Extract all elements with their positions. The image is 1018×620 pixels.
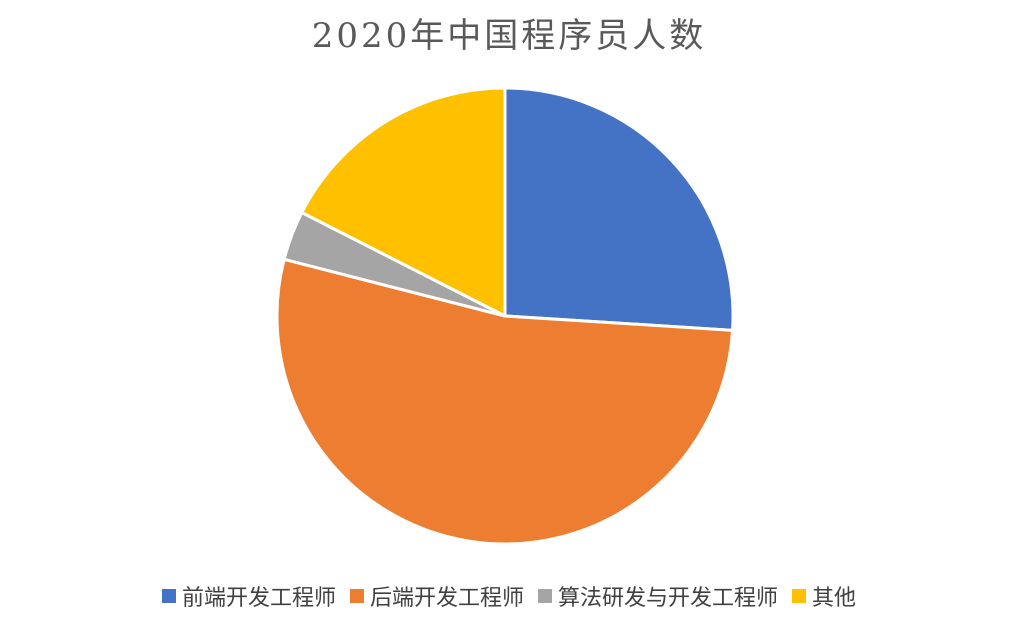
legend: 前端开发工程师 后端开发工程师 算法研发与开发工程师 其他 <box>0 580 1018 612</box>
legend-label: 前端开发工程师 <box>181 586 336 611</box>
legend-item-3: 算法研发与开发工程师 <box>538 580 778 612</box>
chart-title: 2020年中国程序员人数 <box>311 16 707 56</box>
legend-swatch <box>792 589 807 603</box>
legend-label: 后端开发工程师 <box>369 586 524 611</box>
pie-slice-2 <box>275 257 735 546</box>
legend-item-1: 前端开发工程师 <box>161 580 336 612</box>
legend-swatch <box>161 589 176 603</box>
legend-label: 算法研发与开发工程师 <box>558 586 779 611</box>
legend-swatch <box>538 589 552 603</box>
legend-swatch <box>349 589 364 603</box>
legend-label: 其他 <box>812 586 857 611</box>
legend-item-4: 其他 <box>792 580 856 612</box>
pie-slice-4 <box>300 86 507 318</box>
legend-item-2: 后端开发工程师 <box>349 580 524 612</box>
pie-slice-1 <box>503 86 735 332</box>
